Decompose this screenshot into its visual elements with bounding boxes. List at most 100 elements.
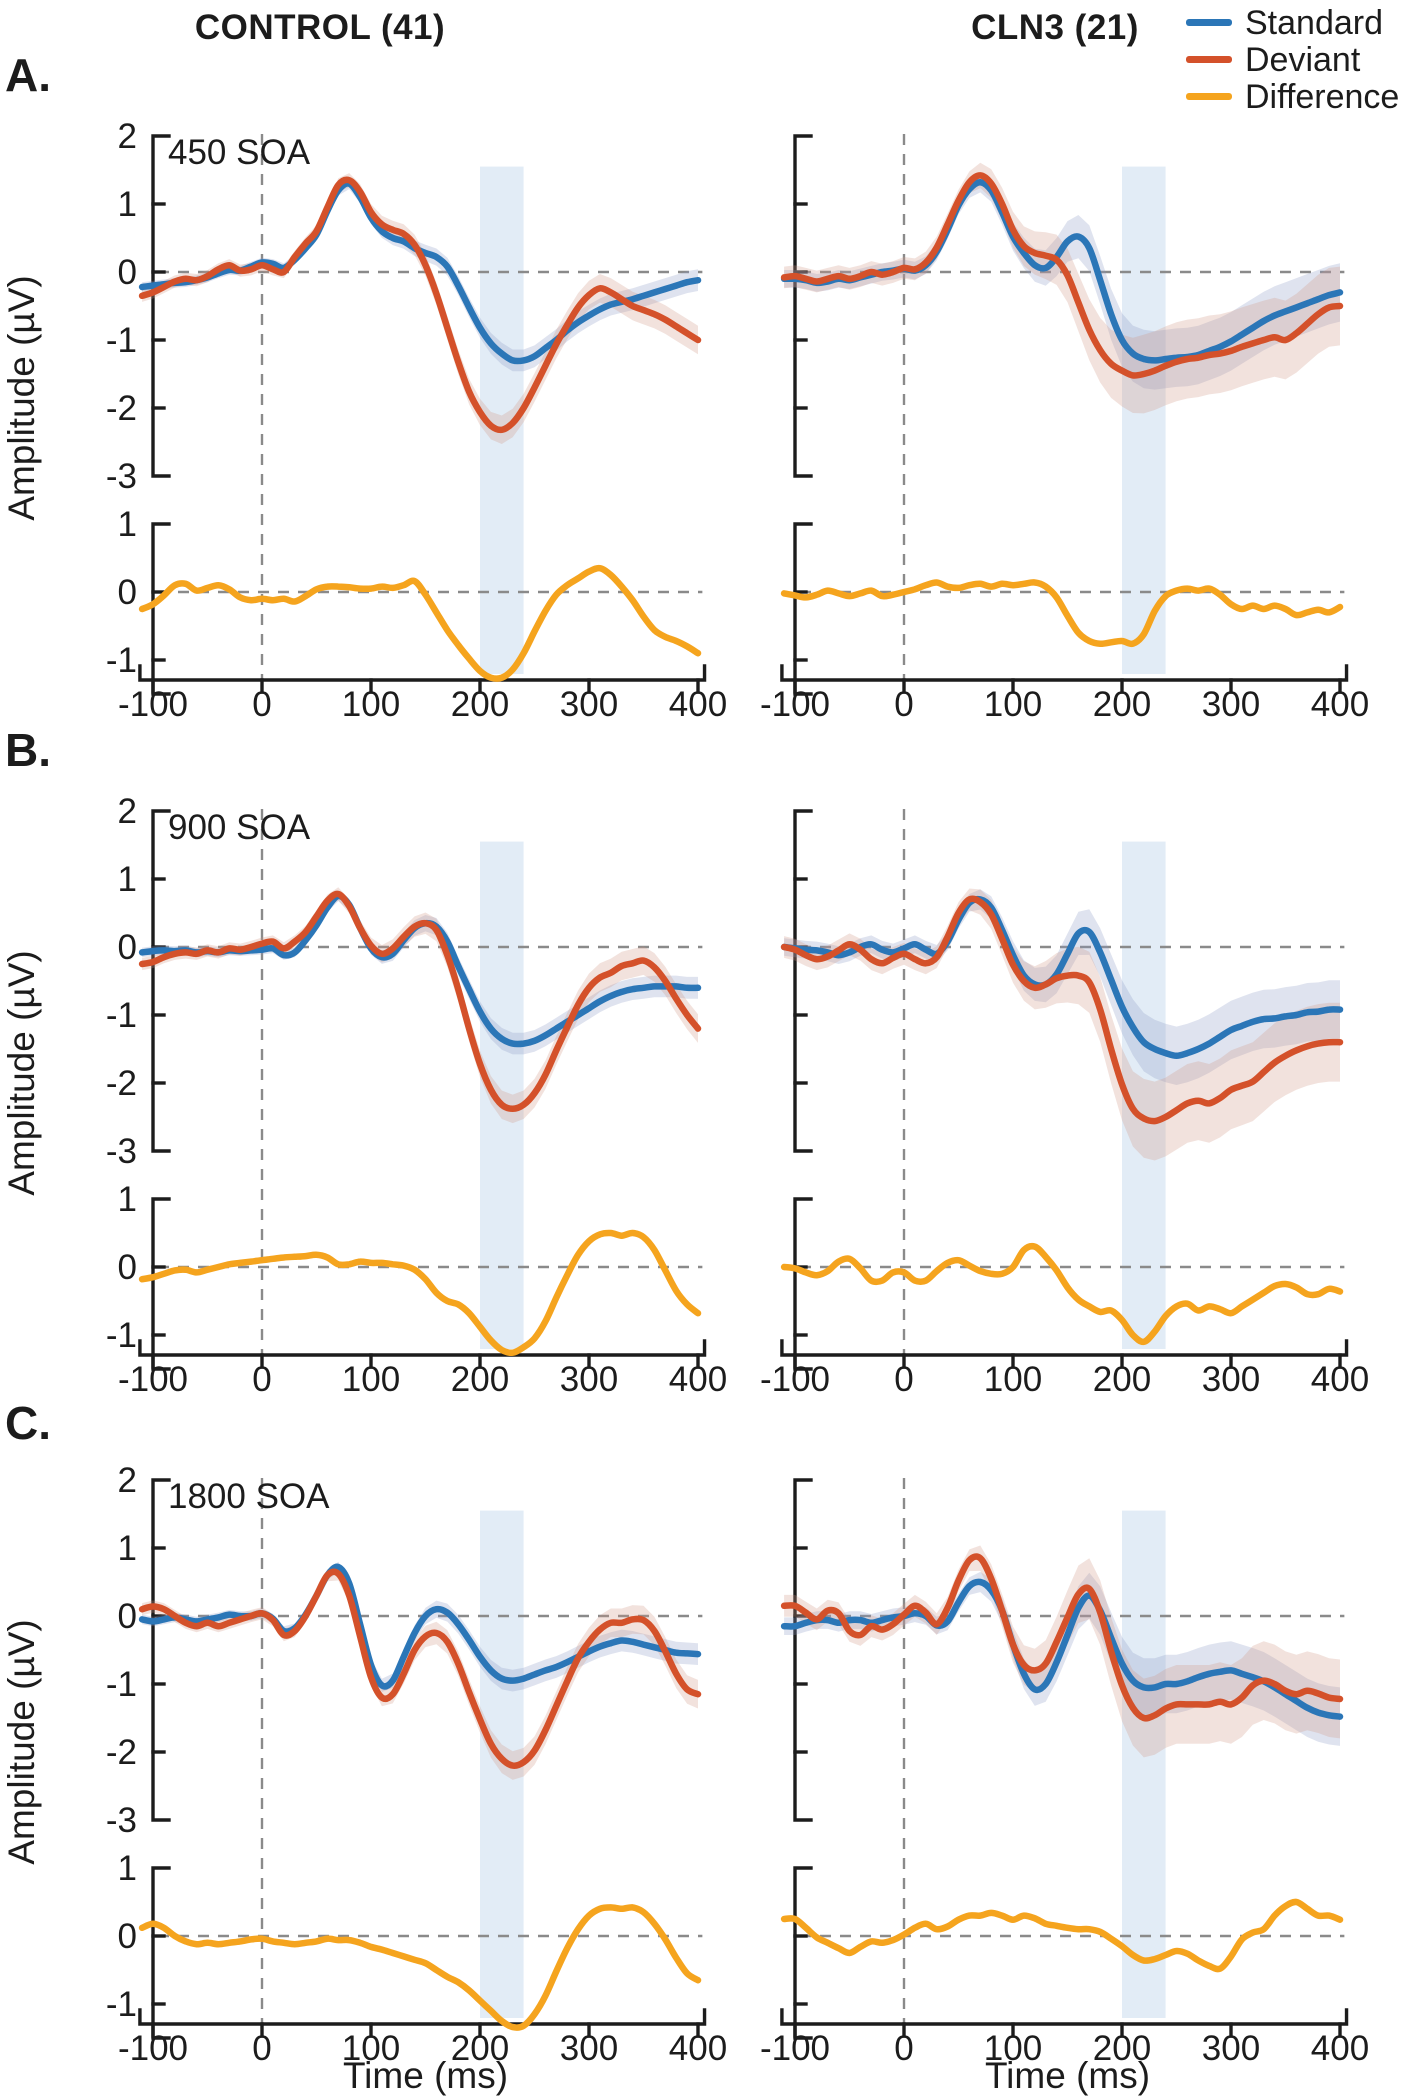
deviant-curve [780, 172, 1344, 379]
analysis-window-highlight [1122, 1510, 1166, 2018]
y-axis-title: Amplitude (µV) [1, 275, 42, 520]
main-y-tick-label: -3 [106, 1801, 137, 1840]
main-y-tick-label: 2 [118, 117, 137, 156]
standard-error-band [142, 178, 699, 372]
deviant-line-swatch [1186, 56, 1232, 63]
legend-item-deviant: Deviant [1186, 41, 1399, 78]
difference-curve [138, 564, 702, 682]
x-tick-label: 400 [1311, 1360, 1369, 1399]
x-tick-label: 400 [1311, 685, 1369, 724]
x-tick-label: 300 [1202, 1360, 1260, 1399]
analysis-window-highlight [480, 841, 524, 1349]
x-tick-label: -100 [760, 1360, 830, 1399]
x-tick-label: 100 [984, 685, 1042, 724]
difference-line-swatch [1186, 93, 1232, 100]
x-tick-label: 300 [560, 1360, 618, 1399]
x-tick-label: 0 [252, 685, 271, 724]
legend-label-difference: Difference [1245, 77, 1400, 116]
x-tick-label: 400 [669, 685, 727, 724]
x-tick-label: 200 [451, 1360, 509, 1399]
x-tick-label: 300 [1202, 2029, 1260, 2068]
main-y-tick-label: -3 [106, 1132, 137, 1171]
x-axis [780, 2008, 1349, 2026]
legend: Standard Deviant Difference [1186, 4, 1399, 115]
x-tick-label: 200 [451, 2029, 509, 2068]
diff-y-tick-label: 0 [118, 1248, 137, 1287]
x-axis [138, 664, 707, 682]
main-y-tick-label: 1 [118, 185, 137, 224]
x-tick-label: 300 [560, 2029, 618, 2068]
deviant-curve [780, 895, 1344, 1125]
main-y-axis [151, 809, 171, 1153]
x-axis [138, 2008, 707, 2026]
main-y-tick-label: 0 [118, 928, 137, 967]
soa-condition-label: 900 SOA [168, 808, 311, 847]
panel-b-chart: 2 1 0 -1 -2 -3 1 0 -1 Amplitude (µV) 900 SOA -100 0 1… [1, 792, 1369, 1399]
main-y-tick-label: -2 [106, 1733, 137, 1772]
x-tick-label: 100 [984, 1360, 1042, 1399]
standard-line-swatch [1186, 19, 1232, 26]
soa-condition-label: 1800 SOA [168, 1477, 330, 1516]
x-tick-label: -100 [760, 685, 830, 724]
difference-curve [138, 1229, 702, 1357]
soa-condition-label: 450 SOA [168, 133, 311, 172]
difference-curve [780, 1242, 1344, 1346]
diff-y-axis [793, 1197, 813, 1371]
panel-letter-c: C. [5, 1397, 51, 1449]
difference-curve [780, 1898, 1344, 1973]
deviant-error-band [784, 162, 1340, 414]
x-tick-label: 0 [894, 1360, 913, 1399]
x-axis [138, 1339, 707, 1357]
y-axis-title: Amplitude (µV) [1, 1619, 42, 1864]
main-y-tick-label: -2 [106, 1064, 137, 1103]
diff-y-tick-label: 0 [118, 573, 137, 612]
diff-y-tick-label: 1 [118, 1849, 137, 1888]
x-tick-label: 100 [342, 2029, 400, 2068]
main-y-tick-label: -1 [106, 996, 137, 1035]
x-axis [780, 664, 1349, 682]
diff-y-tick-label: -1 [106, 1316, 137, 1355]
x-tick-label: 100 [342, 685, 400, 724]
main-y-axis [793, 134, 813, 478]
x-tick-label: -100 [760, 2029, 830, 2068]
diff-y-axis [793, 1866, 813, 2040]
main-y-tick-label: -1 [106, 1665, 137, 1704]
x-tick-label: 100 [984, 2029, 1042, 2068]
x-tick-label: 100 [342, 1360, 400, 1399]
x-tick-label: 400 [1311, 2029, 1369, 2068]
x-tick-label: -100 [118, 685, 188, 724]
x-tick-label: 200 [451, 685, 509, 724]
deviant-curve [138, 890, 702, 1113]
difference-curve [138, 1904, 702, 2031]
x-axis-title: Time (ms) [343, 2055, 508, 2096]
x-tick-label: -100 [118, 2029, 188, 2068]
deviant-curve [138, 1568, 702, 1769]
x-tick-label: 300 [560, 685, 618, 724]
diff-y-tick-label: -1 [106, 641, 137, 680]
panel-a-chart: 2 1 0 -1 -2 -3 1 0 -1 Amplitude (µV) 450 SOA -100 0 1… [1, 117, 1369, 724]
standard-curve [138, 1563, 702, 1690]
x-tick-label: -100 [118, 1360, 188, 1399]
standard-curve [780, 895, 1344, 1060]
standard-error-band [784, 172, 1340, 390]
diff-y-axis [151, 1866, 171, 2040]
deviant-curve [780, 1553, 1344, 1722]
panel-c-chart: 2 1 0 -1 -2 -3 1 0 -1 Amplitude (µV) 1800 SOA -100 0… [1, 1461, 1369, 2096]
legend-label-deviant: Deviant [1245, 40, 1361, 79]
diff-y-tick-label: -1 [106, 1985, 137, 2024]
deviant-error-band [142, 1567, 699, 1780]
x-tick-label: 200 [1093, 1360, 1151, 1399]
deviant-error-band [142, 173, 699, 444]
diff-y-tick-label: 0 [118, 1917, 137, 1956]
legend-label-standard: Standard [1245, 3, 1383, 42]
main-y-tick-label: 2 [118, 792, 137, 831]
main-y-axis [151, 134, 171, 478]
main-y-tick-label: 0 [118, 253, 137, 292]
diff-y-axis [151, 522, 171, 696]
deviant-curve [138, 176, 702, 434]
column-title-cln3: CLN3 (21) [971, 8, 1139, 47]
diff-y-axis [151, 1197, 171, 1371]
main-y-tick-label: 1 [118, 860, 137, 899]
panel-letter-b: B. [5, 724, 51, 776]
